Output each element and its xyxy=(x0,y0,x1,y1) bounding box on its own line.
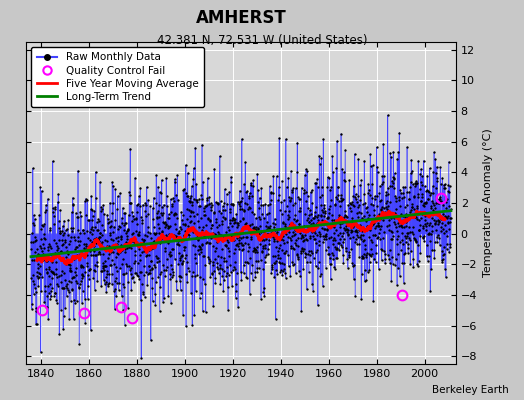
Text: Berkeley Earth: Berkeley Earth xyxy=(432,385,508,395)
Text: 42.381 N, 72.531 W (United States): 42.381 N, 72.531 W (United States) xyxy=(157,34,367,47)
Y-axis label: Temperature Anomaly (°C): Temperature Anomaly (°C) xyxy=(483,129,493,277)
Legend: Raw Monthly Data, Quality Control Fail, Five Year Moving Average, Long-Term Tren: Raw Monthly Data, Quality Control Fail, … xyxy=(31,47,204,107)
Title: AMHERST: AMHERST xyxy=(195,8,287,26)
